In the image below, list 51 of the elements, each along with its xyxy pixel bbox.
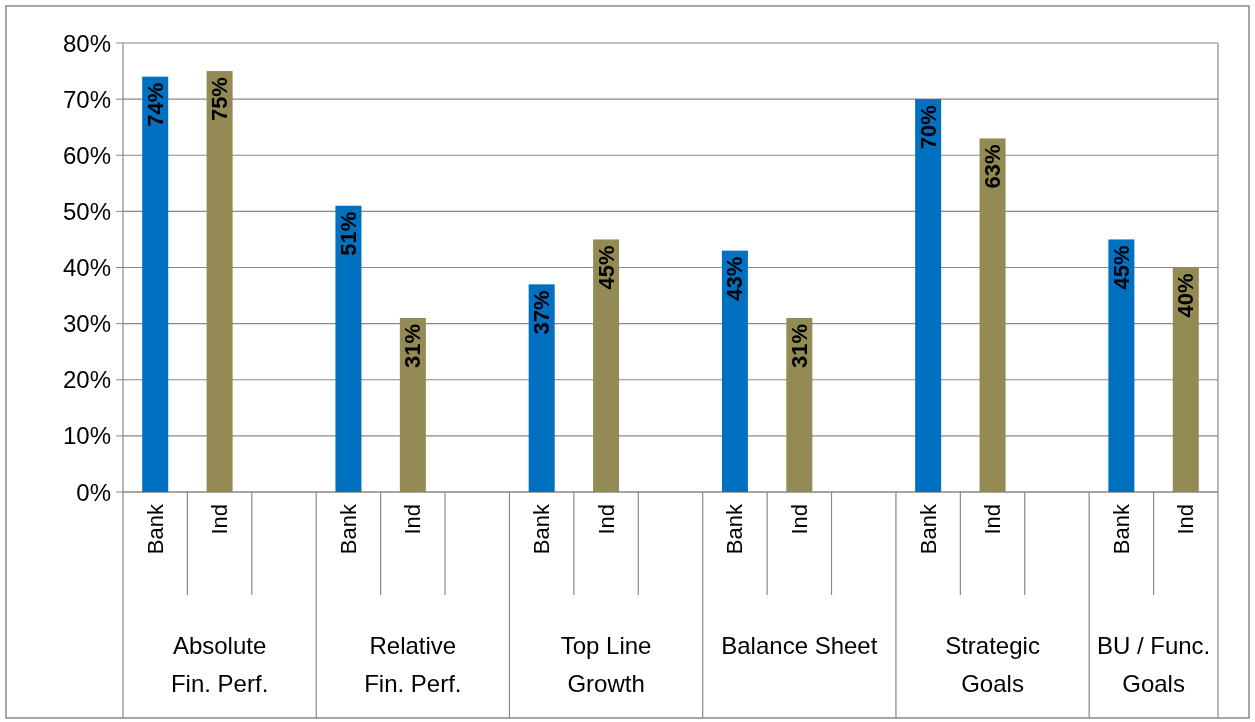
bar: [915, 99, 942, 492]
x-tick-label: Bank: [335, 503, 361, 555]
y-tick-label: 80%: [62, 29, 111, 57]
x-tick-label: Ind: [786, 504, 812, 535]
bar: [206, 71, 233, 492]
data-label: 37%: [529, 290, 555, 335]
bar: [528, 284, 555, 492]
data-label: 31%: [786, 324, 812, 369]
bar: [786, 318, 813, 492]
x-tick-label: Ind: [593, 504, 619, 535]
y-tick-label: 20%: [62, 366, 111, 394]
x-tick-label: Bank: [915, 503, 941, 555]
data-label: 31%: [400, 324, 426, 369]
x-tick-label: Bank: [142, 503, 168, 555]
x-tick-label: Bank: [529, 503, 555, 555]
y-tick-label: 30%: [62, 310, 111, 338]
data-label: 70%: [915, 105, 941, 150]
data-label: 75%: [207, 77, 233, 122]
data-label: 45%: [1108, 245, 1134, 290]
x-tick-label: Bank: [722, 503, 748, 555]
x-tick-label: Ind: [1173, 504, 1199, 535]
x-tick-label: Ind: [980, 504, 1006, 535]
data-label: 45%: [593, 245, 619, 290]
bar: [399, 318, 426, 492]
y-tick-label: 40%: [62, 254, 111, 281]
y-tick-label: 60%: [62, 141, 111, 169]
data-label: 63%: [980, 144, 1006, 189]
bar: [142, 76, 169, 492]
text: Relative Fin. Perf.: [364, 631, 462, 697]
x-tick-label: Bank: [1108, 503, 1134, 555]
bar: [1172, 267, 1199, 492]
data-label: 43%: [722, 256, 748, 301]
data-label: 74%: [142, 82, 168, 127]
y-tick-label: 70%: [62, 85, 111, 113]
bar: [593, 239, 620, 492]
data-label: 40%: [1173, 273, 1199, 318]
bar: [979, 138, 1006, 492]
x-tick-label: Ind: [207, 504, 233, 535]
text: Strategic Goals: [945, 631, 1040, 697]
text: BU / Func. Goals: [1096, 631, 1211, 697]
x-tick-label: Ind: [400, 504, 426, 535]
text: Absolute Fin. Perf.: [170, 631, 269, 697]
y-tick-label: 10%: [62, 422, 111, 450]
y-tick-label: 50%: [62, 197, 111, 225]
bar: [721, 250, 748, 492]
bar: [335, 205, 362, 492]
bar: [1108, 239, 1135, 492]
data-label: 51%: [335, 211, 361, 256]
text: Balance Sheet: [721, 631, 878, 659]
y-tick-label: 0%: [76, 478, 111, 506]
text: Top Line Growth: [560, 631, 652, 697]
